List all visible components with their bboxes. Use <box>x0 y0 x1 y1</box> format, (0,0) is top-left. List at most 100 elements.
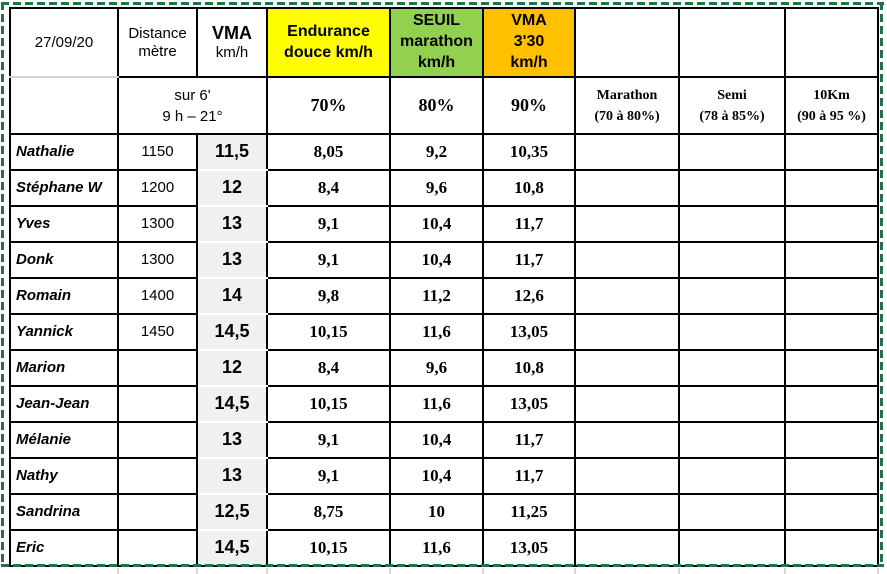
cell-vma330-pace[interactable]: 10,8 <box>482 349 576 387</box>
cell-10km[interactable] <box>784 169 879 207</box>
cell-semi[interactable] <box>678 529 786 567</box>
cell-blank[interactable] <box>9 76 119 135</box>
cell-endurance-pace[interactable]: 9,1 <box>266 421 391 459</box>
cell-vma[interactable]: 13 <box>196 205 268 243</box>
cell-endurance-pace[interactable]: 9,8 <box>266 277 391 315</box>
cell-10km[interactable] <box>784 133 879 171</box>
cell-vma[interactable]: 13 <box>196 457 268 495</box>
cell-marathon[interactable] <box>574 421 680 459</box>
cell-name[interactable]: Sandrina <box>9 493 119 531</box>
cell-distance[interactable] <box>117 385 198 423</box>
cell-endurance-pace[interactable]: 9,1 <box>266 457 391 495</box>
cell-vma330-pace[interactable]: 11,7 <box>482 457 576 495</box>
cell-vma330-pace[interactable]: 13,05 <box>482 385 576 423</box>
cell-marathon[interactable] <box>574 313 680 351</box>
col-header-vma330[interactable]: VMA 3'30 km/h <box>482 7 576 78</box>
cell-marathon[interactable] <box>574 169 680 207</box>
cell-vma330-pace[interactable]: 11,25 <box>482 493 576 531</box>
cell-endurance-pace[interactable]: 8,4 <box>266 169 391 207</box>
cell-vma[interactable]: 12,5 <box>196 493 268 531</box>
col-header-marathon[interactable]: Marathon (70 à 80%) <box>574 76 680 135</box>
cell-marathon[interactable] <box>574 241 680 279</box>
cell-vma[interactable]: 14,5 <box>196 529 268 567</box>
cell-10km[interactable] <box>784 349 879 387</box>
cell-vma[interactable]: 14 <box>196 277 268 315</box>
cell-distance[interactable]: 1450 <box>117 313 198 351</box>
cell-name[interactable]: Jean-Jean <box>9 385 119 423</box>
cell-seuil-pace[interactable]: 11,6 <box>389 313 484 351</box>
cell-seuil-pace[interactable]: 10,4 <box>389 241 484 279</box>
cell-10km[interactable] <box>784 277 879 315</box>
cell-vma[interactable]: 13 <box>196 241 268 279</box>
cell-distance[interactable]: 1200 <box>117 169 198 207</box>
cell-blank[interactable] <box>678 7 786 78</box>
cell-vma[interactable]: 14,5 <box>196 313 268 351</box>
cell-seuil-pace[interactable]: 11,6 <box>389 385 484 423</box>
cell-semi[interactable] <box>678 493 786 531</box>
cell-10km[interactable] <box>784 529 879 567</box>
cell-10km[interactable] <box>784 421 879 459</box>
cell-name[interactable]: Yannick <box>9 313 119 351</box>
cell-10km[interactable] <box>784 241 879 279</box>
cell-10km[interactable] <box>784 205 879 243</box>
cell-endurance-pace[interactable]: 8,4 <box>266 349 391 387</box>
cell-10km[interactable] <box>784 385 879 423</box>
cell-endurance-pace[interactable]: 8,75 <box>266 493 391 531</box>
cell-endurance-pace[interactable]: 10,15 <box>266 529 391 567</box>
cell-marathon[interactable] <box>574 133 680 171</box>
cell-blank[interactable] <box>784 7 879 78</box>
cell-distance[interactable] <box>117 421 198 459</box>
cell-seuil-pace[interactable]: 10,4 <box>389 457 484 495</box>
cell-seuil-pace[interactable]: 9,6 <box>389 349 484 387</box>
cell-distance[interactable] <box>117 529 198 567</box>
cell-vma330-pace[interactable]: 11,7 <box>482 421 576 459</box>
cell-10km[interactable] <box>784 493 879 531</box>
cell-10km[interactable] <box>784 457 879 495</box>
col-header-endurance[interactable]: Endurance douce km/h <box>266 7 391 78</box>
cell-endurance-pace[interactable]: 10,15 <box>266 385 391 423</box>
cell-marathon[interactable] <box>574 205 680 243</box>
cell-seuil-pace[interactable]: 9,6 <box>389 169 484 207</box>
cell-semi[interactable] <box>678 457 786 495</box>
cell-seuil-pace[interactable]: 11,6 <box>389 529 484 567</box>
cell-distance[interactable]: 1400 <box>117 277 198 315</box>
cell-distance[interactable] <box>117 493 198 531</box>
cell-semi[interactable] <box>678 241 786 279</box>
cell-marathon[interactable] <box>574 529 680 567</box>
cell-vma330-pace[interactable]: 10,8 <box>482 169 576 207</box>
cell-vma330-pace[interactable]: 10,35 <box>482 133 576 171</box>
cell-name[interactable]: Donk <box>9 241 119 279</box>
cell-70pct-header[interactable]: 70% <box>266 76 391 135</box>
cell-marathon[interactable] <box>574 277 680 315</box>
cell-seuil-pace[interactable]: 10 <box>389 493 484 531</box>
cell-endurance-pace[interactable]: 8,05 <box>266 133 391 171</box>
cell-seuil-pace[interactable]: 11,2 <box>389 277 484 315</box>
cell-date[interactable]: 27/09/20 <box>9 7 119 78</box>
cell-seuil-pace[interactable]: 10,4 <box>389 205 484 243</box>
cell-marathon[interactable] <box>574 457 680 495</box>
cell-80pct-header[interactable]: 80% <box>389 76 484 135</box>
cell-name[interactable]: Nathy <box>9 457 119 495</box>
cell-marathon[interactable] <box>574 349 680 387</box>
cell-distance[interactable]: 1300 <box>117 205 198 243</box>
cell-vma[interactable]: 12 <box>196 169 268 207</box>
cell-semi[interactable] <box>678 133 786 171</box>
col-header-vma[interactable]: VMA km/h <box>196 7 268 78</box>
cell-vma[interactable]: 11,5 <box>196 133 268 171</box>
cell-semi[interactable] <box>678 385 786 423</box>
cell-semi[interactable] <box>678 169 786 207</box>
cell-name[interactable]: Yves <box>9 205 119 243</box>
cell-name[interactable]: Romain <box>9 277 119 315</box>
cell-marathon[interactable] <box>574 493 680 531</box>
cell-name[interactable]: Nathalie <box>9 133 119 171</box>
cell-vma[interactable]: 12 <box>196 349 268 387</box>
cell-blank[interactable] <box>574 7 680 78</box>
cell-vma[interactable]: 14,5 <box>196 385 268 423</box>
cell-name[interactable]: Eric <box>9 529 119 567</box>
col-header-seuil[interactable]: SEUIL marathon km/h <box>389 7 484 78</box>
cell-distance[interactable] <box>117 349 198 387</box>
cell-endurance-pace[interactable]: 9,1 <box>266 241 391 279</box>
cell-distance[interactable]: 1300 <box>117 241 198 279</box>
cell-semi[interactable] <box>678 349 786 387</box>
cell-endurance-pace[interactable]: 9,1 <box>266 205 391 243</box>
